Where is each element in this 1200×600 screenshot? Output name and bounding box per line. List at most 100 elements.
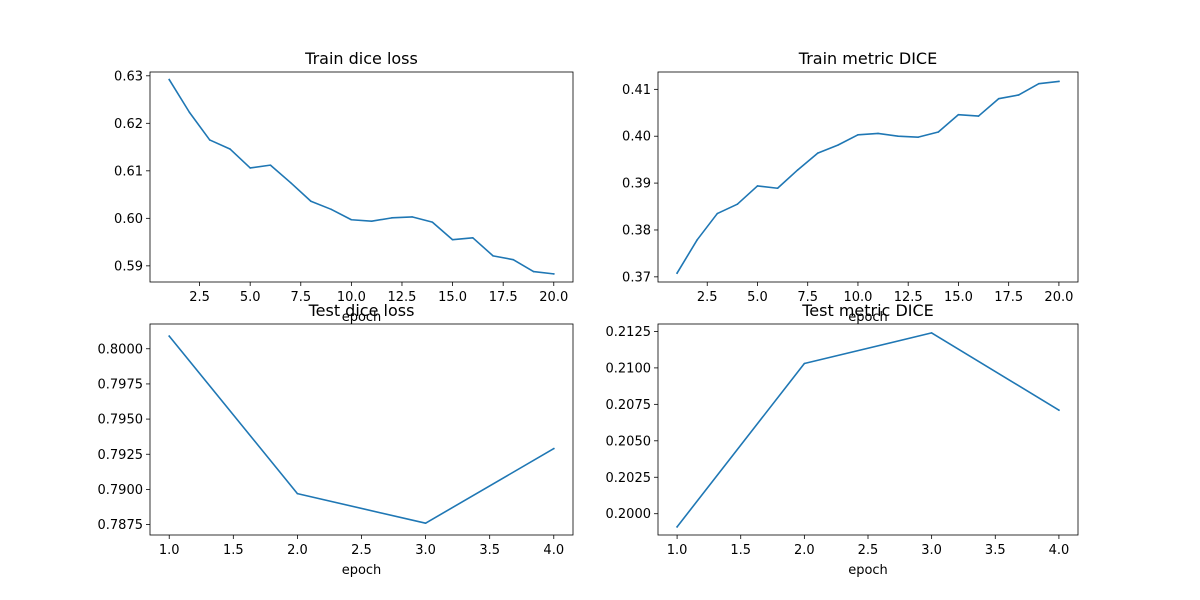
data-point — [208, 139, 211, 141]
y-tick-label: 0.2100 — [606, 361, 652, 376]
data-point — [937, 131, 940, 133]
x-tick-label: 4.0 — [1049, 543, 1070, 558]
x-tick-label: 12.5 — [388, 290, 417, 305]
axes-train-dice-loss: Train dice loss 2.5 5.0 7.5 10.0 12.5 15.0 17.5… — [114, 49, 574, 325]
series-line — [675, 80, 1060, 275]
data-point — [350, 218, 353, 221]
x-tick-label: 20.0 — [1044, 290, 1073, 305]
data-point — [756, 185, 759, 187]
data-point — [676, 526, 678, 528]
data-point — [997, 97, 1000, 100]
data-point — [1058, 80, 1060, 83]
data-point — [330, 208, 332, 211]
chart-title: Train dice loss — [304, 49, 418, 68]
axes-train-metric-dice: Train metric DICE 2.5 5.0 7.5 10.0 12.5 15.0 17… — [622, 49, 1079, 325]
x-axis-label: epoch — [342, 563, 382, 578]
data-point — [930, 332, 933, 334]
x-tick-label: 2.5 — [858, 543, 879, 558]
data-point — [552, 447, 555, 450]
data-point — [1017, 94, 1020, 96]
x-tick-label: 15.0 — [944, 290, 973, 305]
data-point — [168, 78, 171, 81]
data-point — [977, 115, 980, 117]
data-point — [249, 167, 251, 169]
data-point — [424, 522, 427, 524]
data-point — [803, 362, 806, 365]
data-point — [716, 212, 719, 215]
y-tick-label: 0.7875 — [98, 518, 144, 533]
x-tick-label: 4.0 — [543, 543, 564, 558]
data-point — [512, 258, 515, 261]
x-tick-label: 17.5 — [489, 290, 518, 305]
data-point — [370, 220, 373, 222]
y-tick-label: 0.39 — [622, 177, 651, 192]
axes-test-dice-loss: Test dice loss 1.0 1.5 2.0 2.5 3.0 3.5 4.0 0.787… — [98, 301, 574, 578]
data-point — [1038, 82, 1040, 85]
y-tick-label: 0.7925 — [98, 448, 144, 463]
x-tick-label: 2.0 — [287, 543, 308, 558]
y-tick-label: 0.61 — [114, 164, 143, 179]
x-tick-label: 3.0 — [921, 543, 942, 558]
x-tick-label: 7.5 — [290, 290, 311, 305]
x-tick-label: 20.0 — [539, 290, 568, 305]
data-point — [472, 237, 474, 239]
x-tick-label: 2.5 — [351, 543, 372, 558]
x-axis-label: epoch — [848, 563, 888, 578]
axes-test-metric-dice: Test metric DICE 1.0 1.5 2.0 2.5 3.0 3.5 4.0 0.2… — [606, 301, 1079, 578]
x-tick-label: 10.0 — [337, 290, 366, 305]
x-tick-label: 15.0 — [438, 290, 467, 305]
y-tick-label: 0.2025 — [606, 471, 652, 486]
data-point — [168, 335, 171, 337]
x-tick-label: 7.5 — [797, 290, 818, 305]
y-tick-label: 0.63 — [114, 69, 143, 84]
x-tick-label: 10.0 — [843, 290, 872, 305]
data-point — [229, 148, 231, 150]
axes-frame — [149, 71, 574, 283]
series-line — [675, 332, 1061, 528]
x-tick-label: 3.0 — [415, 543, 436, 558]
data-point — [837, 144, 839, 146]
x-tick-label: 1.5 — [730, 543, 751, 558]
y-tick-label: 0.38 — [622, 223, 651, 238]
x-tick-label: 17.5 — [994, 290, 1023, 305]
data-point — [816, 152, 819, 154]
y-tick-label: 0.40 — [622, 130, 651, 145]
data-point — [492, 255, 494, 257]
data-point — [289, 181, 292, 184]
axes-frame — [657, 71, 1079, 283]
data-point — [269, 164, 272, 166]
x-tick-label: 1.0 — [667, 543, 688, 558]
x-tick-label: 3.5 — [985, 543, 1006, 558]
series-line — [168, 78, 555, 275]
data-point — [552, 273, 555, 275]
chart-title: Test metric DICE — [801, 301, 934, 320]
x-tick-label: 1.0 — [159, 543, 180, 558]
x-tick-label: 5.0 — [240, 290, 261, 305]
data-point — [897, 135, 899, 138]
y-tick-label: 0.7975 — [98, 377, 144, 392]
series-line — [168, 334, 555, 524]
x-axis-label: epoch — [342, 310, 382, 325]
data-point — [796, 169, 799, 171]
y-tick-label: 0.41 — [622, 83, 651, 98]
data-point — [310, 200, 312, 203]
data-point — [736, 203, 739, 205]
axes-frame — [657, 323, 1079, 536]
data-point — [296, 492, 299, 495]
y-tick-label: 0.2075 — [606, 398, 652, 413]
y-tick-label: 0.60 — [114, 212, 143, 227]
x-axis-label: epoch — [848, 310, 888, 325]
x-tick-label: 2.5 — [697, 290, 718, 305]
x-tick-label: 3.5 — [479, 543, 500, 558]
data-point — [532, 270, 535, 273]
data-point — [877, 132, 879, 135]
axes-frame — [149, 323, 574, 536]
y-tick-label: 0.2050 — [606, 434, 652, 449]
data-point — [451, 238, 454, 241]
chart-title: Train metric DICE — [798, 49, 937, 68]
x-tick-label: 12.5 — [894, 290, 923, 305]
y-tick-label: 0.37 — [622, 270, 651, 285]
data-point — [1058, 409, 1060, 411]
data-point — [857, 134, 859, 136]
